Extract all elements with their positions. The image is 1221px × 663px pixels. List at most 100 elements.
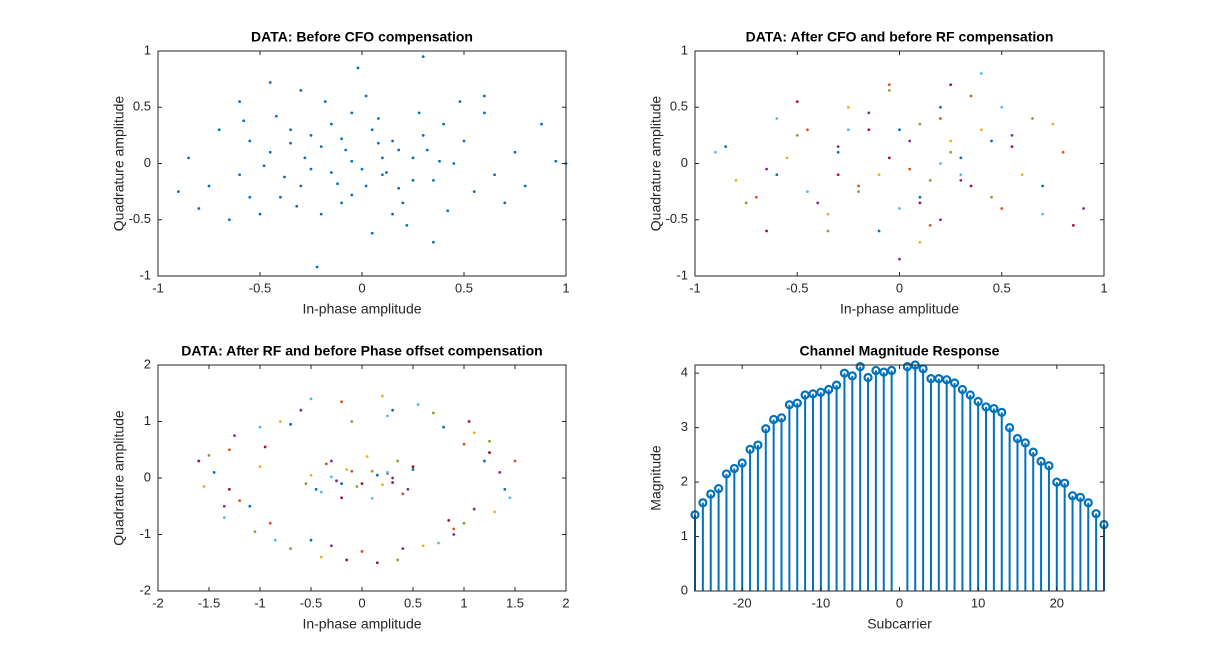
subplot-title: DATA: Before CFO compensation bbox=[251, 29, 473, 45]
point bbox=[279, 420, 282, 423]
point bbox=[360, 550, 364, 553]
y-tick-label: -2 bbox=[139, 582, 151, 597]
point bbox=[238, 499, 242, 502]
y-axis-label: Quadrature amplitude bbox=[111, 96, 127, 232]
point bbox=[212, 470, 216, 474]
stem-marker bbox=[949, 378, 960, 388]
x-tick-label: 1 bbox=[562, 280, 569, 295]
point bbox=[401, 492, 405, 496]
x-tick-label: 1.5 bbox=[506, 595, 524, 610]
point bbox=[734, 178, 738, 182]
point bbox=[309, 538, 313, 542]
point bbox=[336, 182, 339, 186]
stem-marker bbox=[1036, 456, 1046, 466]
point bbox=[432, 240, 435, 244]
point bbox=[411, 468, 415, 471]
point bbox=[458, 100, 462, 104]
point bbox=[273, 538, 277, 542]
x-tick-label: 0.5 bbox=[455, 280, 473, 295]
point bbox=[299, 88, 303, 92]
point bbox=[928, 178, 932, 182]
point bbox=[299, 184, 303, 188]
point bbox=[714, 150, 717, 154]
point bbox=[330, 122, 333, 126]
point bbox=[462, 442, 466, 446]
point bbox=[248, 139, 252, 143]
point bbox=[401, 201, 405, 205]
x-tick-label: -1 bbox=[152, 280, 164, 295]
point bbox=[969, 184, 973, 188]
point bbox=[283, 175, 286, 179]
point bbox=[488, 451, 491, 454]
point bbox=[421, 133, 425, 137]
point bbox=[391, 212, 394, 216]
point bbox=[350, 159, 354, 163]
stem-marker bbox=[698, 498, 708, 508]
stem-marker bbox=[902, 362, 912, 372]
point bbox=[754, 195, 758, 199]
point bbox=[248, 504, 252, 508]
point bbox=[238, 173, 242, 177]
point bbox=[1000, 207, 1004, 210]
y-tick-label: -1 bbox=[139, 526, 151, 541]
stem-marker bbox=[863, 372, 873, 383]
x-tick-label: 0 bbox=[358, 280, 365, 295]
point bbox=[391, 139, 394, 143]
point bbox=[258, 212, 262, 216]
point bbox=[222, 504, 226, 508]
point bbox=[437, 541, 440, 545]
point bbox=[233, 434, 236, 438]
x-tick-label: 2 bbox=[562, 595, 569, 610]
point bbox=[350, 420, 354, 423]
stem-marker bbox=[808, 389, 818, 399]
x-tick-label: 0 bbox=[358, 595, 365, 610]
point bbox=[775, 117, 779, 120]
point bbox=[898, 257, 901, 261]
point bbox=[990, 195, 993, 199]
y-tick-label: 4 bbox=[681, 365, 688, 380]
point bbox=[330, 475, 333, 479]
x-axis-label: In-phase amplitude bbox=[840, 301, 959, 317]
x-tick-label: 1 bbox=[1100, 280, 1107, 295]
point bbox=[295, 204, 299, 208]
subplot: DATA: After CFO and before RF compensati… bbox=[648, 29, 1108, 317]
y-tick-label: 3 bbox=[681, 419, 688, 434]
point bbox=[816, 201, 820, 205]
stem-marker bbox=[1020, 438, 1030, 448]
point bbox=[370, 231, 374, 235]
x-tick-label: 20 bbox=[1050, 595, 1064, 610]
point bbox=[411, 178, 415, 182]
point bbox=[222, 516, 226, 519]
point bbox=[330, 171, 333, 174]
point bbox=[836, 150, 840, 154]
y-tick-label: 1 bbox=[681, 528, 688, 543]
point bbox=[396, 558, 400, 562]
point bbox=[949, 83, 953, 87]
stem-marker bbox=[1067, 491, 1078, 501]
point bbox=[356, 66, 360, 70]
point bbox=[452, 527, 456, 531]
point bbox=[959, 178, 963, 182]
point bbox=[483, 94, 486, 98]
point bbox=[340, 137, 343, 141]
point bbox=[1020, 173, 1024, 177]
point bbox=[397, 186, 401, 190]
stem-marker bbox=[981, 402, 991, 412]
stem-marker bbox=[1005, 423, 1015, 433]
point bbox=[765, 229, 768, 233]
point bbox=[309, 473, 313, 477]
y-tick-label: -1 bbox=[139, 267, 151, 282]
y-tick-label: 0.5 bbox=[670, 99, 688, 114]
x-tick-label: -0.5 bbox=[300, 595, 322, 610]
point bbox=[438, 159, 441, 163]
point bbox=[391, 476, 394, 480]
point bbox=[472, 431, 476, 435]
point bbox=[990, 139, 993, 143]
point bbox=[364, 94, 368, 98]
stem-marker bbox=[753, 440, 763, 450]
stem-marker bbox=[761, 424, 771, 434]
point bbox=[202, 485, 206, 488]
point bbox=[467, 420, 471, 423]
point bbox=[724, 145, 728, 149]
